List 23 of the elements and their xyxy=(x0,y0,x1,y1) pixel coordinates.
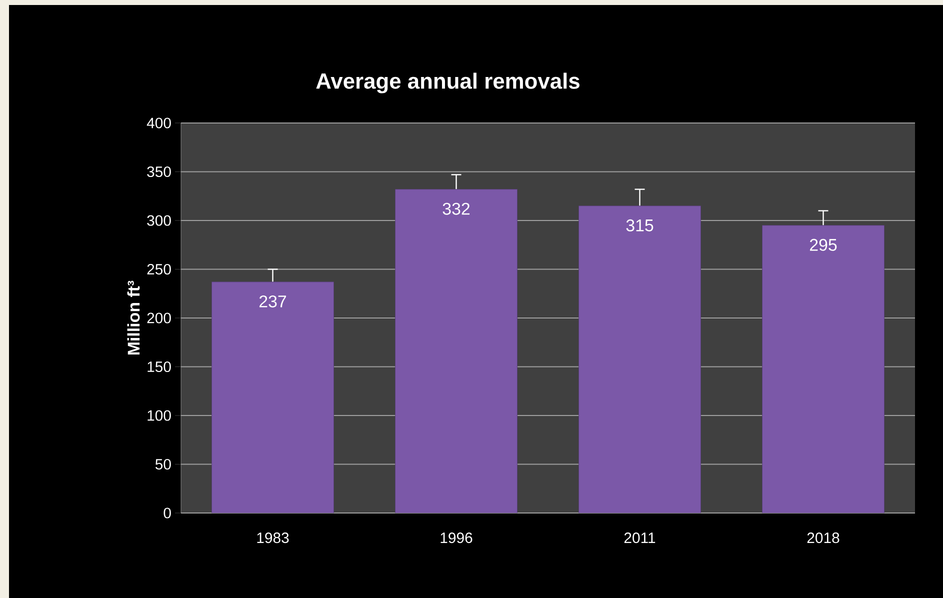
bar xyxy=(395,189,518,513)
data-label: 315 xyxy=(626,219,654,232)
y-tick-label: 50 xyxy=(155,458,171,470)
y-tick-label: 400 xyxy=(146,118,171,128)
bar xyxy=(762,225,884,513)
y-tick-label: 300 xyxy=(147,215,171,226)
chart-title: Average annual removals xyxy=(316,72,580,94)
y-tick-label: 150 xyxy=(148,361,171,372)
x-tick-label: 2018 xyxy=(807,532,840,544)
x-tick-label: 1983 xyxy=(257,532,289,544)
data-label: 237 xyxy=(259,295,286,308)
y-axis-title: Million ft³ xyxy=(127,280,140,354)
bar xyxy=(578,206,701,513)
data-label: 332 xyxy=(442,202,470,215)
bar xyxy=(212,282,334,513)
y-tick-label: 250 xyxy=(147,264,171,275)
x-tick-label: 2011 xyxy=(624,532,656,544)
data-label: 295 xyxy=(810,238,837,251)
y-tick-label: 0 xyxy=(164,508,171,518)
y-tick-label: 350 xyxy=(147,166,171,178)
y-tick-label: 100 xyxy=(148,410,171,421)
y-tick-label: 200 xyxy=(147,312,171,324)
x-tick-label: 1996 xyxy=(440,532,472,544)
